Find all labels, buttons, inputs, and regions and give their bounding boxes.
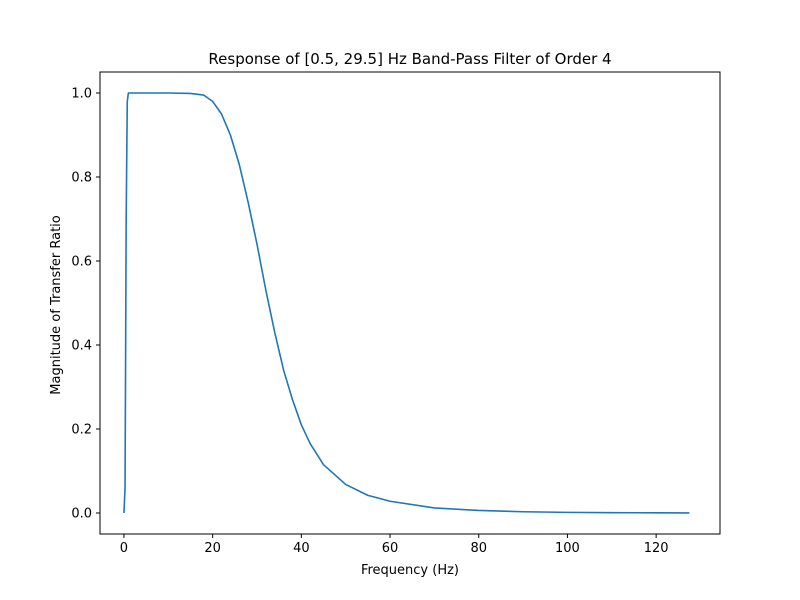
y-axis-label: Magnitude of Transfer Ratio <box>49 215 64 394</box>
series-line-0 <box>123 92 690 514</box>
y-axis-ticks: 0.0 0.2 0.4 0.6 0.8 1.0 <box>71 87 100 522</box>
y-tick-label: 0.4 <box>71 339 92 354</box>
x-tick-label: 80 <box>470 541 487 556</box>
plot-area <box>99 71 721 535</box>
x-tick-label: 0 <box>120 541 128 556</box>
y-tick-label: 1.0 <box>71 87 92 102</box>
x-axis-ticks: 0 20 40 60 80 100 120 <box>120 534 669 556</box>
x-tick-label: 20 <box>204 541 221 556</box>
y-tick-label: 0.8 <box>71 171 92 186</box>
y-tick-label: 0.6 <box>71 255 92 270</box>
chart-title: Response of [0.5, 29.5] Hz Band-Pass Fil… <box>208 50 611 68</box>
axes-frame <box>99 71 721 535</box>
y-tick-label: 0.2 <box>71 423 92 438</box>
x-axis-label: Frequency (Hz) <box>361 563 459 578</box>
x-tick-label: 120 <box>644 541 669 556</box>
y-tick-label: 0.0 <box>71 507 92 522</box>
x-tick-label: 100 <box>555 541 580 556</box>
x-tick-label: 40 <box>293 541 310 556</box>
x-tick-label: 60 <box>382 541 399 556</box>
